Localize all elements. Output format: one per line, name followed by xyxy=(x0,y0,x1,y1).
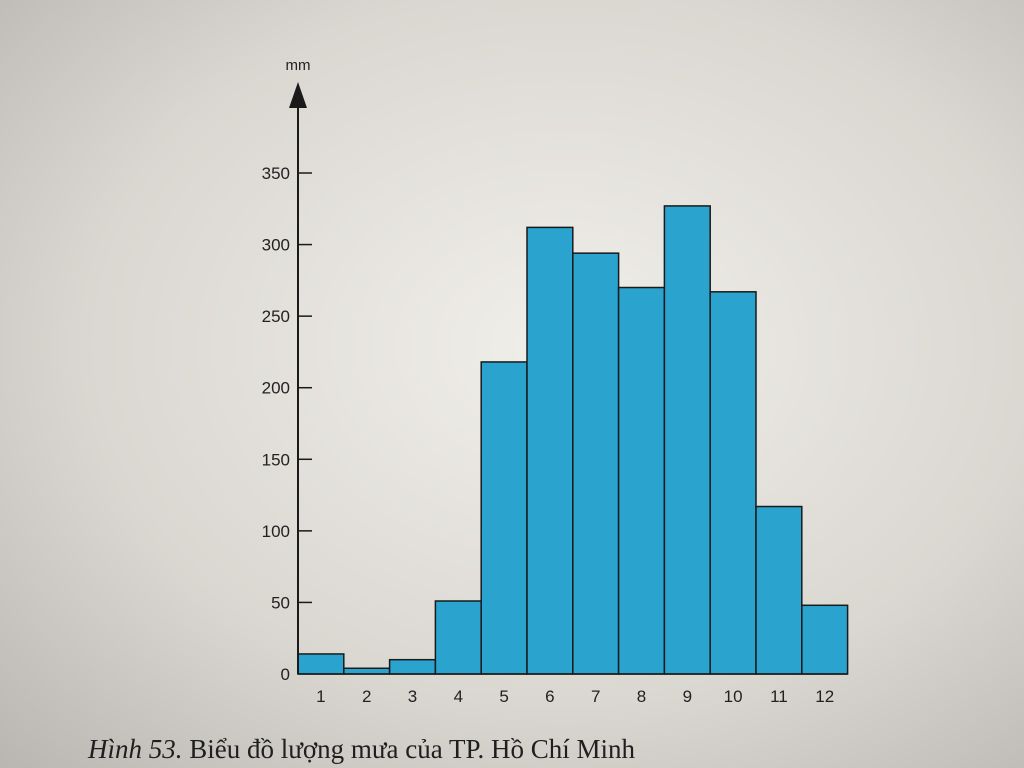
y-tick-label-350: 350 xyxy=(262,164,290,183)
bar-month-8 xyxy=(617,286,666,675)
y-tick-label-150: 150 xyxy=(262,450,290,469)
x-tick-label-1: 1 xyxy=(316,687,325,706)
bar-month-5 xyxy=(480,361,528,675)
x-tick-label-9: 9 xyxy=(683,687,692,706)
y-tick-label-200: 200 xyxy=(262,379,290,398)
x-tick-label-5: 5 xyxy=(499,687,508,706)
figure-number: Hình 53. xyxy=(88,734,183,764)
x-tick-label-4: 4 xyxy=(454,687,463,706)
x-tick-label-2: 2 xyxy=(362,687,371,706)
y-tick-label-100: 100 xyxy=(262,522,290,541)
bar-month-12 xyxy=(801,604,849,675)
y-tick-label-0: 0 xyxy=(281,665,290,684)
y-axis-unit-label: mm xyxy=(286,57,311,74)
bar-month-10 xyxy=(709,291,757,675)
bar-month-6 xyxy=(526,226,574,675)
bar-month-1 xyxy=(297,653,345,675)
y-tick-label-250: 250 xyxy=(262,307,290,326)
bar-month-9 xyxy=(663,205,711,675)
bar-month-11 xyxy=(755,505,803,675)
bar-month-3 xyxy=(388,658,437,675)
x-tick-label-12: 12 xyxy=(815,687,834,706)
x-tick-label-8: 8 xyxy=(637,687,646,706)
x-tick-label-3: 3 xyxy=(408,687,417,706)
bar-month-2 xyxy=(343,667,391,675)
x-tick-label-7: 7 xyxy=(591,687,600,706)
figure-title: Biểu đồ lượng mưa của TP. Hồ Chí Minh xyxy=(189,734,636,764)
x-tick-label-10: 10 xyxy=(724,687,743,706)
x-tick-label-6: 6 xyxy=(545,687,554,706)
x-tick-label-11: 11 xyxy=(770,687,788,706)
bar-month-4 xyxy=(434,600,482,675)
bar-month-7 xyxy=(572,252,620,675)
y-tick-label-300: 300 xyxy=(262,236,290,255)
y-axis-arrow xyxy=(289,82,307,108)
figure-caption: Hình 53. Biểu đồ lượng mưa của TP. Hồ Ch… xyxy=(88,734,988,765)
y-tick-label-50: 50 xyxy=(271,593,290,612)
